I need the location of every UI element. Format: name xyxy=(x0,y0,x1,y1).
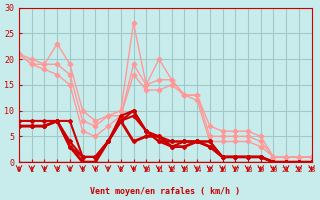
X-axis label: Vent moyen/en rafales ( km/h ): Vent moyen/en rafales ( km/h ) xyxy=(90,187,240,196)
